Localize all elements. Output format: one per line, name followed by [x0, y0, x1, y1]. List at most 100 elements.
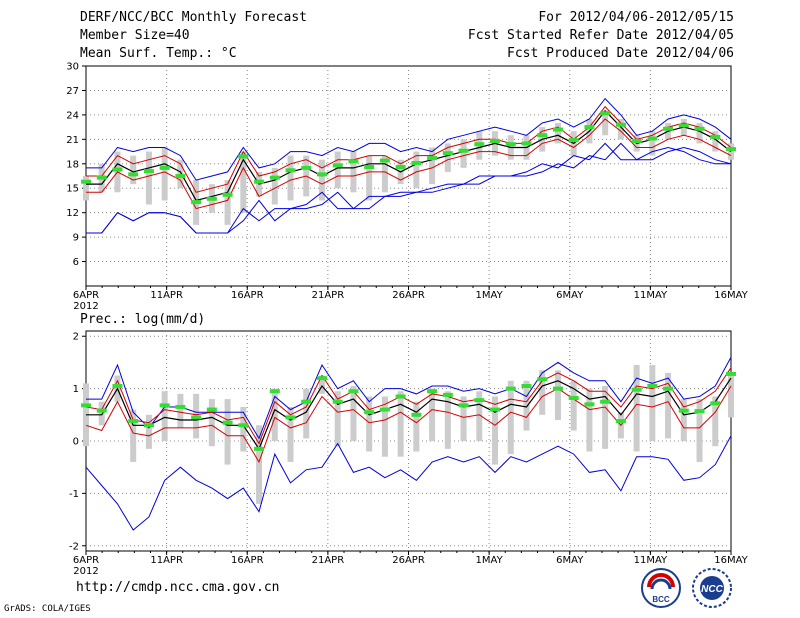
climatology-mark	[379, 407, 390, 412]
observed-range-bar	[712, 396, 719, 447]
observed-range-bar	[287, 155, 294, 201]
footer-url[interactable]: http://cmdp.ncc.cma.gov.cn	[76, 580, 280, 595]
climatology-mark	[663, 386, 674, 391]
climatology-mark	[191, 200, 202, 205]
observed-range-bar	[523, 380, 530, 431]
climatology-mark	[411, 412, 422, 417]
svg-text:BCC: BCC	[652, 595, 670, 604]
climatology-mark	[584, 125, 595, 130]
climatology-mark	[285, 168, 296, 173]
climatology-mark	[537, 133, 548, 138]
observed-range-bar	[256, 425, 263, 504]
x-tick-label: 26APR	[392, 555, 425, 566]
observed-range-bar	[728, 372, 734, 418]
x-tick-label: 16APR	[231, 290, 264, 301]
climatology-mark	[427, 156, 438, 161]
observed-range-bar	[507, 380, 514, 455]
observed-range-bar	[318, 375, 325, 394]
climatology-mark	[285, 415, 296, 420]
observed-range-bar	[381, 396, 388, 457]
max-line	[86, 356, 732, 440]
observed-range-bar	[649, 131, 656, 156]
climatology-mark	[427, 389, 438, 394]
climatology-mark	[663, 126, 674, 131]
svg-text:NCC: NCC	[701, 584, 723, 595]
climatology-mark	[442, 151, 453, 156]
climatology-mark	[694, 409, 705, 414]
y-tick-label: 6	[73, 257, 79, 268]
x-tick-label: 11MAY	[634, 555, 668, 566]
climatology-mark	[710, 134, 721, 139]
observed-range-bar	[696, 399, 703, 462]
climatology-mark	[316, 376, 327, 381]
observed-range-bar	[177, 159, 184, 189]
climatology-mark	[710, 401, 721, 406]
y-tick-label: 15	[66, 184, 79, 195]
climatology-mark	[175, 174, 186, 178]
climatology-mark	[600, 111, 611, 116]
climatology-mark	[332, 399, 343, 404]
observed-range-bar	[366, 396, 373, 452]
x-year-label: 2012	[73, 566, 98, 577]
climatology-mark	[647, 136, 658, 141]
climatology-mark	[96, 175, 107, 180]
climatology-mark	[112, 384, 123, 388]
climatology-mark	[615, 419, 626, 424]
y-tick-label: 24	[66, 110, 79, 121]
observed-range-bar	[539, 370, 546, 415]
grads-credit: GrADS: COLA/IGES	[4, 604, 91, 614]
climatology-mark	[254, 179, 265, 184]
climatology-mark	[222, 192, 233, 197]
x-tick-label: 1MAY	[476, 290, 504, 301]
climatology-mark	[490, 138, 501, 143]
observed-range-bar	[413, 151, 420, 189]
climatology-mark	[379, 158, 390, 163]
climatology-mark	[647, 384, 658, 388]
x-tick-label: 11MAY	[634, 290, 668, 301]
climatology-mark	[537, 377, 548, 382]
y-tick-label: -1	[69, 489, 79, 500]
observed-range-bar	[381, 155, 388, 193]
climatology-mark	[222, 420, 233, 425]
observed-range-bar	[224, 399, 231, 465]
climatology-mark	[81, 179, 91, 184]
observed-range-bar	[145, 414, 152, 449]
produced-date: Fcst Produced Date 2012/04/06	[507, 46, 734, 61]
observed-range-bar	[397, 391, 404, 457]
observed-range-bar	[665, 372, 672, 439]
observed-range-bar	[334, 391, 341, 447]
x-tick-label: 1MAY	[476, 555, 504, 566]
climatology-mark	[505, 386, 516, 391]
climatology-mark	[474, 142, 485, 147]
climatology-mark	[143, 169, 154, 174]
climatology-mark	[631, 387, 642, 392]
climatology-mark	[332, 163, 343, 168]
observed-range-bar	[350, 151, 357, 193]
x-tick-label: 21APR	[312, 290, 345, 301]
climatology-mark	[521, 141, 532, 146]
observed-range-bar	[161, 147, 168, 201]
y-tick-label: 21	[66, 135, 79, 146]
climatology-mark	[254, 446, 265, 451]
climatology-mark	[364, 410, 375, 415]
climatology-mark	[128, 419, 139, 424]
observed-range-bar	[98, 401, 105, 426]
climatology-mark	[395, 165, 406, 170]
y-tick-label: -2	[69, 541, 79, 552]
climatology-mark	[316, 172, 327, 177]
observed-range-bar	[492, 396, 499, 465]
climatology-mark	[395, 394, 406, 399]
y-tick-label: 30	[66, 62, 79, 73]
y-tick-label: 27	[66, 86, 79, 97]
climatology-mark	[159, 403, 170, 408]
climatology-mark	[568, 138, 579, 143]
climatology-mark	[206, 196, 217, 201]
observed-range-bar	[680, 399, 687, 441]
mean-line	[86, 377, 732, 451]
x-tick-label: 16MAY	[714, 555, 748, 566]
climatology-mark	[615, 122, 626, 127]
observed-range-bar	[429, 147, 436, 185]
y-tick-label: 18	[66, 159, 79, 170]
observed-range-bar	[696, 123, 703, 144]
observed-range-bar	[413, 401, 420, 452]
